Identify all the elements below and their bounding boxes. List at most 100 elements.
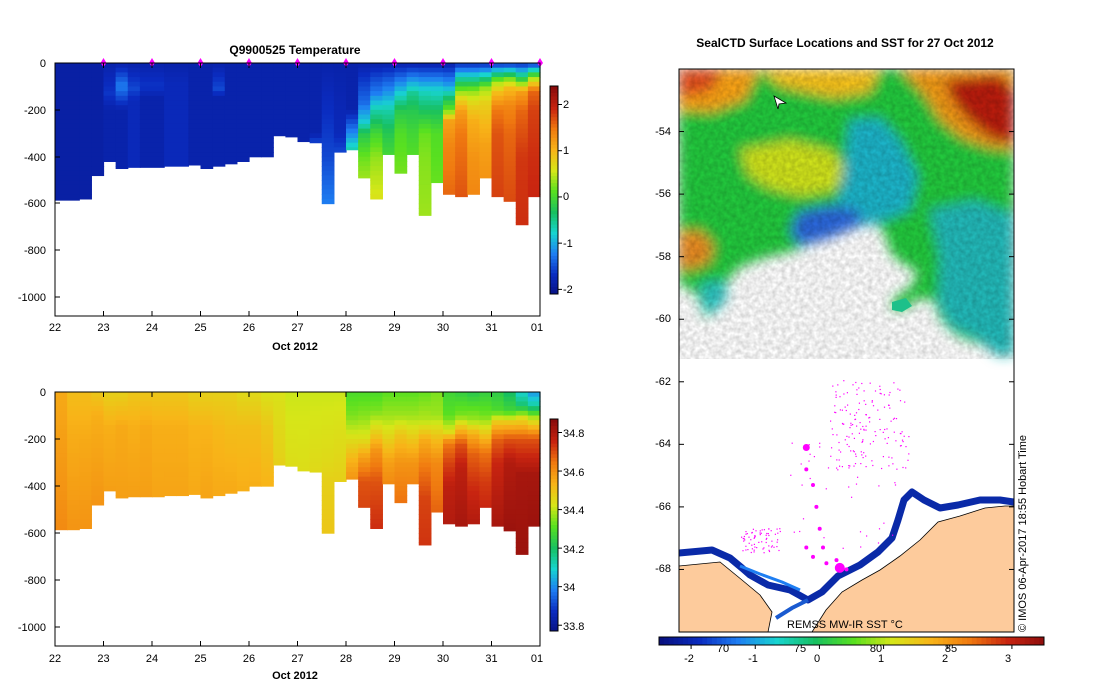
section-cell-p19 — [285, 434, 299, 440]
section-cell-p24 — [382, 77, 396, 83]
section-cell-p8 — [188, 109, 202, 116]
section-cell-p10 — [176, 396, 189, 402]
section-cell-p1 — [67, 514, 80, 520]
section-cell-p1 — [67, 519, 80, 525]
section-cell-p33 — [491, 142, 505, 148]
section-cell-p19 — [285, 457, 299, 464]
section-cell-p21 — [309, 467, 323, 473]
section-cell-p35 — [479, 453, 493, 459]
colorbar-swatch — [550, 113, 558, 118]
section-cell-p15 — [273, 77, 286, 83]
colorbar-swatch — [550, 228, 558, 233]
section-cell-p13 — [249, 81, 262, 88]
section-cell-p3 — [103, 133, 117, 139]
section-cell-p29 — [443, 161, 456, 167]
section-cell-p36 — [527, 194, 541, 198]
section-cell-p17 — [297, 67, 311, 73]
section-cell-p19 — [321, 198, 335, 205]
profile-dot — [819, 442, 821, 444]
sst-noise-texture — [679, 69, 1014, 359]
section-cell-p28 — [394, 406, 408, 412]
section-cell-p13 — [249, 133, 262, 139]
section-cell-p35 — [479, 448, 493, 454]
section-cell-p6 — [127, 462, 141, 468]
section-cell-p22 — [358, 175, 371, 179]
profile-dot — [841, 409, 843, 411]
section-cell-p1 — [79, 91, 92, 97]
section-cell-p4 — [115, 81, 129, 88]
section-cell-p12 — [236, 123, 250, 130]
profile-dot — [759, 534, 761, 536]
section-cell-p33 — [455, 509, 468, 515]
section-cell-p31 — [467, 128, 480, 134]
section-cell-p30 — [418, 406, 432, 412]
section-cell-p35 — [479, 490, 493, 497]
section-cell-p15 — [236, 410, 250, 417]
section-cell-p4 — [103, 439, 117, 445]
map-colorbar-swatch — [774, 637, 780, 645]
section-cell-p33 — [491, 147, 505, 153]
section-cell-p0 — [55, 519, 68, 525]
section-cell-p1 — [67, 486, 80, 492]
profile-dot — [886, 428, 888, 430]
profile-dot — [836, 467, 838, 469]
section-cell-p1 — [79, 166, 92, 172]
section-cell-p31 — [430, 486, 444, 492]
map-colorbar-swatch — [793, 637, 800, 645]
section-cell-p14 — [261, 77, 274, 83]
section-cell-p33 — [455, 495, 468, 501]
colorbar-swatch — [550, 595, 558, 600]
section-cell-p1 — [67, 415, 80, 421]
section-cell-p27 — [418, 166, 432, 172]
section-cell-p34 — [467, 504, 480, 511]
section-cell-p22 — [321, 514, 335, 520]
profile-dot — [874, 431, 876, 433]
section-cell-p3 — [91, 495, 105, 501]
section-cell-p33 — [491, 156, 505, 162]
profile-dot — [863, 400, 865, 402]
section-cell-p37 — [503, 429, 517, 435]
colorbar-swatch — [550, 203, 558, 208]
section-cell-p7 — [139, 471, 153, 478]
section-cell-p6 — [127, 392, 141, 398]
section-cell-p25 — [394, 77, 408, 83]
colorbar-swatch — [550, 482, 558, 487]
map-colorbar-swatch — [740, 637, 747, 645]
section-cell-p35 — [515, 63, 529, 69]
section-cell-p20 — [297, 420, 311, 426]
section-cell-p32 — [479, 114, 493, 120]
section-cell-p21 — [309, 396, 323, 402]
section-cell-p38 — [515, 462, 529, 468]
section-cell-p24 — [382, 86, 396, 92]
section-cell-p12 — [236, 95, 250, 102]
section-cell-p5 — [115, 429, 129, 435]
section-cell-p7 — [139, 481, 153, 487]
section-cell-p12 — [236, 152, 250, 158]
section-cell-p20 — [333, 81, 347, 88]
section-cell-p26 — [370, 476, 383, 482]
section-cell-p31 — [467, 175, 480, 181]
section-cell-p9 — [164, 434, 177, 440]
section-cell-p26 — [406, 123, 420, 130]
profile-dot — [841, 466, 843, 468]
section-cell-p6 — [139, 105, 165, 111]
section-cell-p18 — [309, 77, 323, 83]
section-cell-p7 — [139, 462, 153, 468]
section-cell-p26 — [370, 401, 383, 407]
section-cell-p38 — [515, 434, 529, 440]
section-cell-p28 — [430, 142, 444, 148]
section-cell-p17 — [261, 467, 274, 473]
section-cell-p2 — [79, 462, 92, 468]
section-cell-p1 — [79, 86, 92, 92]
section-cell-p32 — [479, 109, 493, 116]
map-colorbar-swatch — [731, 637, 737, 645]
section-cell-p0 — [55, 180, 80, 186]
section-cell-p11 — [224, 67, 238, 73]
section-cell-p2 — [91, 133, 105, 139]
section-cell-p6 — [139, 161, 165, 167]
section-cell-p30 — [455, 166, 468, 172]
profile-dot — [745, 533, 747, 535]
section-cell-p22 — [358, 152, 371, 158]
section-cell-p19 — [321, 91, 335, 97]
section-cell-p36 — [491, 406, 505, 412]
